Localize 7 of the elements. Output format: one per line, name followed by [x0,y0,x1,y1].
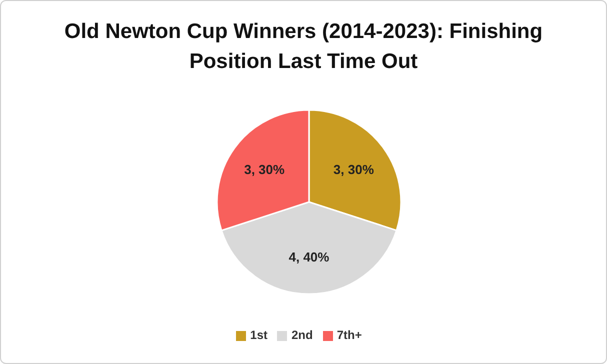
legend-label: 1st [250,328,268,342]
data-label: 4, 40% [288,250,330,265]
legend-label: 2nd [291,328,313,342]
data-label: 3, 30% [333,162,374,178]
data-label: 3, 30% [244,162,286,178]
chart-title: Old Newton Cup Winners (2014-2023): Finishing Position Last Time Out [63,19,544,75]
legend-label: 7th+ [336,328,362,342]
